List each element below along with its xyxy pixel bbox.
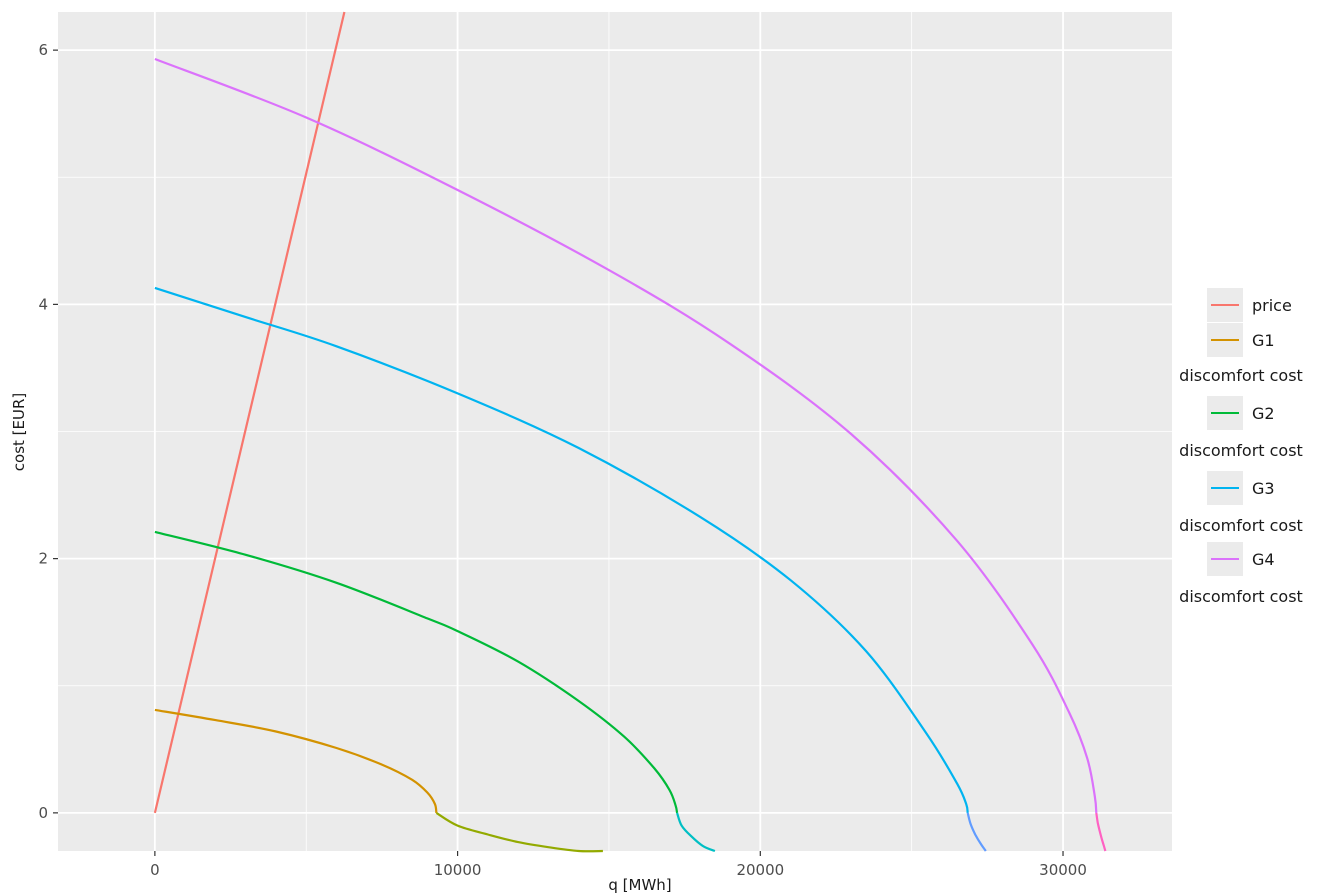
legend-label-g1: G1 <box>1252 331 1275 350</box>
major-grid-lines <box>58 12 1172 851</box>
legend-sublabel-g4: discomfort cost <box>1179 587 1303 606</box>
y-tick-label: 4 <box>38 295 48 313</box>
series-line-1 <box>154 708 438 814</box>
y-axis-title: cost [EUR] <box>10 393 28 471</box>
x-tick-label: 0 <box>150 861 160 879</box>
x-tick-label: 10000 <box>434 861 482 879</box>
legend-item-price: price <box>1207 288 1292 322</box>
series-line-3 <box>154 530 679 814</box>
legend-label-g2: G2 <box>1252 404 1275 423</box>
x-tick-label: 30000 <box>1039 861 1087 879</box>
legend: price G1 discomfort cost G2 discomfort c… <box>1179 288 1303 606</box>
x-axis: 0 10000 20000 30000 <box>150 851 1087 879</box>
x-axis-title: q [MWh] <box>608 876 671 894</box>
legend-label-g3: G3 <box>1252 479 1275 498</box>
legend-label-price: price <box>1252 296 1292 315</box>
y-tick-label: 0 <box>38 804 48 822</box>
series-line-0 <box>153 11 346 814</box>
y-tick-label: 6 <box>38 41 48 59</box>
plot-panel <box>58 11 1172 853</box>
legend-item-g2: G2 discomfort cost <box>1179 396 1303 460</box>
series-line-2 <box>435 811 603 853</box>
legend-item-g1: G1 discomfort cost <box>1179 323 1303 385</box>
series-line-4 <box>676 812 716 853</box>
series-line-8 <box>1095 812 1107 852</box>
series-line-7 <box>154 57 1098 813</box>
x-tick-label: 20000 <box>736 861 784 879</box>
series-line-6 <box>966 812 987 852</box>
legend-sublabel-g2: discomfort cost <box>1179 441 1303 460</box>
series-line-5 <box>154 286 969 814</box>
series-lines <box>153 11 1107 853</box>
y-axis: 0 2 4 6 <box>38 41 58 822</box>
legend-sublabel-g3: discomfort cost <box>1179 516 1303 535</box>
legend-item-g4: G4 discomfort cost <box>1179 542 1303 606</box>
legend-label-g4: G4 <box>1252 550 1275 569</box>
legend-sublabel-g1: discomfort cost <box>1179 366 1303 385</box>
legend-item-g3: G3 discomfort cost <box>1179 471 1303 535</box>
y-tick-label: 2 <box>38 550 48 568</box>
